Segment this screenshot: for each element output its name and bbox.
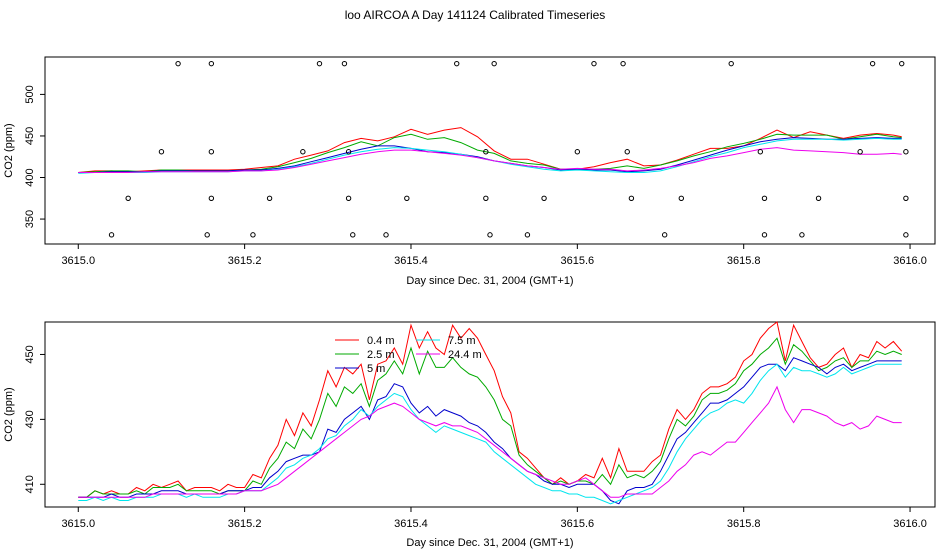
- data-point-marker: [869, 60, 876, 67]
- x-tick-label: 3616.0: [893, 518, 927, 530]
- series-line-5: [78, 147, 902, 173]
- data-point-marker: [903, 149, 909, 155]
- plot-frame-2: [44, 321, 936, 508]
- x-tick-label: 3615.2: [228, 518, 262, 530]
- legend-label: 0.4 m: [367, 335, 395, 347]
- legend-label: 2.5 m: [367, 349, 395, 361]
- data-point-marker: [899, 60, 905, 67]
- x-tick-label: 3615.6: [561, 518, 595, 530]
- x-tick-label: 3615.6: [561, 255, 595, 267]
- data-point-marker: [757, 149, 764, 155]
- data-point-marker: [524, 232, 531, 238]
- data-point-marker: [266, 195, 273, 201]
- x-tick-label: 3615.0: [61, 518, 95, 530]
- series-line-1: [78, 127, 902, 173]
- data-point-marker: [345, 149, 352, 155]
- x-axis-label: Day since Dec. 31, 2004 (GMT+1): [406, 275, 573, 287]
- data-point-marker: [624, 149, 630, 155]
- series-line-2: [78, 337, 902, 498]
- data-point-marker: [204, 232, 210, 238]
- data-point-marker: [341, 60, 348, 67]
- data-point-marker: [761, 232, 768, 238]
- data-point-marker: [678, 195, 685, 201]
- series-line-3: [78, 137, 902, 173]
- data-point-marker: [903, 195, 909, 201]
- y-tick-label: 400: [24, 168, 36, 186]
- series-line-1: [78, 321, 903, 498]
- y-tick-label: 450: [24, 345, 36, 363]
- data-point-marker: [250, 232, 256, 238]
- data-point-marker: [316, 60, 323, 67]
- data-point-marker: [108, 232, 115, 238]
- x-tick-label: 3615.2: [228, 255, 262, 267]
- x-tick-label: 3615.8: [727, 518, 761, 530]
- series-line-5: [78, 385, 902, 498]
- x-axis-label: Day since Dec. 31, 2004 (GMT+1): [406, 537, 573, 549]
- y-tick-label: 430: [24, 410, 36, 428]
- series-line-4: [78, 137, 902, 174]
- x-tick-label: 3615.8: [727, 255, 761, 267]
- series-line-4: [78, 363, 902, 505]
- data-point-marker: [799, 232, 805, 238]
- data-point-marker: [175, 60, 181, 67]
- x-tick-label: 3615.4: [394, 255, 428, 267]
- legend-label: 5 m: [367, 363, 385, 375]
- data-point-marker: [383, 232, 389, 238]
- legend-label: 7.5 m: [448, 335, 476, 347]
- data-point-marker: [487, 232, 493, 238]
- y-tick-label: 450: [24, 127, 36, 145]
- data-point-marker: [350, 232, 356, 238]
- series-line-2: [78, 133, 902, 173]
- data-point-marker: [574, 149, 581, 155]
- data-point-marker: [857, 149, 863, 155]
- y-axis-label: CO2 (ppm): [3, 387, 15, 441]
- plot-frame-1: [44, 56, 936, 245]
- data-point-marker: [483, 149, 489, 155]
- data-point-marker: [620, 60, 626, 67]
- data-point-marker: [208, 195, 215, 201]
- data-point-marker: [661, 232, 668, 238]
- y-tick-label: 410: [24, 475, 36, 493]
- data-point-marker: [345, 195, 352, 201]
- legend-label: 24.4 m: [448, 349, 482, 361]
- data-point-marker: [125, 195, 131, 201]
- data-point-marker: [483, 195, 489, 201]
- series-line-3: [78, 357, 902, 505]
- data-point-marker: [158, 149, 165, 155]
- data-point-marker: [404, 195, 410, 201]
- data-point-marker: [300, 149, 306, 155]
- y-tick-label: 500: [24, 85, 36, 103]
- y-tick-label: 350: [24, 210, 36, 228]
- data-point-marker: [761, 195, 768, 201]
- x-tick-label: 3616.0: [893, 255, 927, 267]
- data-point-marker: [591, 60, 597, 67]
- data-point-marker: [491, 60, 497, 67]
- data-point-marker: [454, 60, 460, 67]
- data-point-marker: [541, 195, 547, 201]
- y-axis-label: CO2 (ppm): [3, 123, 15, 177]
- data-point-marker: [628, 195, 635, 201]
- x-tick-label: 3615.4: [394, 518, 428, 530]
- data-point-marker: [903, 232, 909, 238]
- data-point-marker: [208, 149, 215, 155]
- data-point-marker: [728, 60, 734, 67]
- x-tick-label: 3615.0: [61, 255, 95, 267]
- page-title: loo AIRCOA A Day 141124 Calibrated Times…: [344, 8, 606, 22]
- data-point-marker: [815, 195, 822, 201]
- data-point-marker: [208, 60, 215, 67]
